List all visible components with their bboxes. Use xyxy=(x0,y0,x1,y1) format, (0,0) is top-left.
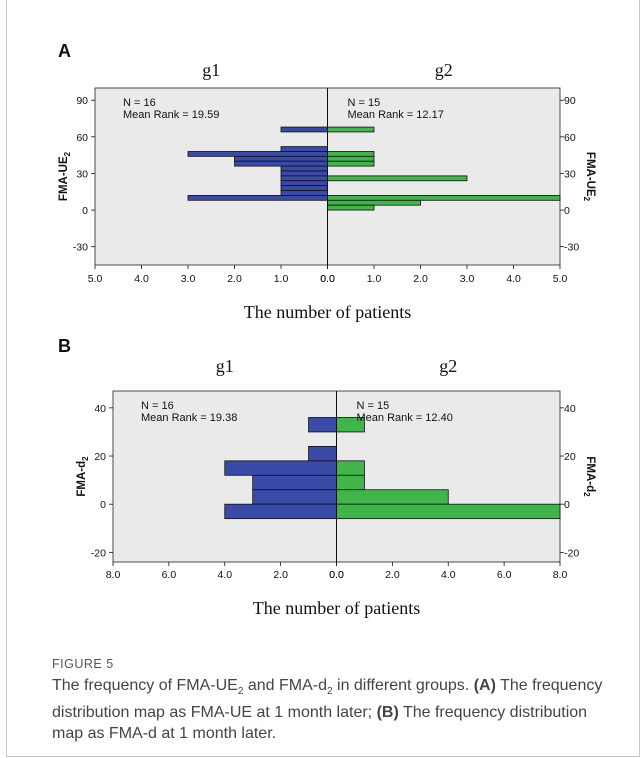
bar-g2 xyxy=(336,503,561,520)
bar-g1 xyxy=(252,489,337,505)
right-mean-rank: Mean Rank = 12.17 xyxy=(348,109,444,121)
bar-g1 xyxy=(280,190,328,196)
y-tick-label-left: 0 xyxy=(100,499,106,511)
x-tick-label-left: 8.0 xyxy=(106,569,121,581)
bar-g1 xyxy=(234,155,328,162)
bar-g1 xyxy=(308,445,337,462)
bar-g1 xyxy=(280,180,328,187)
y-tick-label-left: 30 xyxy=(76,168,88,180)
y-tick-label-right: 90 xyxy=(564,95,576,107)
y-tick-label-left: 0 xyxy=(82,205,88,217)
panel-label: B xyxy=(58,336,71,356)
y-axis-label-left: FMA-d2 xyxy=(76,456,90,497)
x-tick-label-right: 3.0 xyxy=(460,273,475,285)
figure-label: FIGURE 5 xyxy=(52,657,114,671)
right-n-label: N = 15 xyxy=(357,400,390,412)
x-tick-label-right: 4.0 xyxy=(441,569,456,581)
bar-g2 xyxy=(327,151,375,157)
y-tick-label-right: 40 xyxy=(564,403,576,415)
y-tick-label-left: 90 xyxy=(76,95,88,107)
x-tick-label-right: 6.0 xyxy=(497,569,512,581)
x-tick-label-left: 5.0 xyxy=(88,273,103,285)
y-tick-label-left: 40 xyxy=(94,403,106,415)
group-label-right: g2 xyxy=(435,60,453,80)
figure-frame xyxy=(6,0,640,757)
bar-g2 xyxy=(327,160,375,167)
y-axis-label-right: FMA-UE2 xyxy=(582,152,596,202)
bar-g1 xyxy=(224,460,337,476)
right-mean-rank: Mean Rank = 12.40 xyxy=(357,412,453,424)
x-tick-label-right: 0.0 xyxy=(329,569,344,581)
x-tick-label-right: 4.0 xyxy=(506,273,521,285)
bar-g1 xyxy=(280,170,328,177)
bar-g2 xyxy=(336,460,365,476)
x-tick-label-left: 4.0 xyxy=(217,569,232,581)
x-tick-label-right: 0.0 xyxy=(320,273,335,285)
x-tick-label-left: 4.0 xyxy=(134,273,149,285)
x-tick-label-left: 3.0 xyxy=(181,273,196,285)
y-axis-label-left: FMA-UE2 xyxy=(58,151,72,201)
y-tick-label-right: 0 xyxy=(564,205,570,217)
left-n-label: N = 16 xyxy=(123,97,156,109)
x-tick-label-left: 2.0 xyxy=(227,273,242,285)
x-tick-label-left: 0.0 xyxy=(329,569,344,581)
bar-g1 xyxy=(252,474,337,491)
x-tick-label-left: 0.0 xyxy=(320,273,335,285)
y-tick-label-left: -20 xyxy=(91,547,106,559)
figure-caption: FIGURE 5 The frequency of FMA-UE2 and FM… xyxy=(52,657,622,744)
left-n-label: N = 16 xyxy=(141,400,174,412)
bar-g1 xyxy=(280,146,328,152)
y-tick-label-right: -30 xyxy=(564,242,579,254)
x-tick-label-right: 2.0 xyxy=(385,569,400,581)
caption-text: The frequency of FMA-UE2 and FMA-d2 in d… xyxy=(52,677,603,743)
bar-g1 xyxy=(187,151,328,157)
y-tick-label-left: 20 xyxy=(94,451,106,463)
bar-g2 xyxy=(327,204,375,211)
bar-g2 xyxy=(327,195,561,201)
left-mean-rank: Mean Rank = 19.59 xyxy=(123,109,219,121)
x-tick-label-left: 6.0 xyxy=(162,569,177,581)
bar-g1 xyxy=(234,160,328,167)
y-tick-label-left: -30 xyxy=(73,242,88,254)
bar-g2 xyxy=(327,199,421,206)
y-tick-label-right: 30 xyxy=(564,168,576,180)
x-tick-label-right: 8.0 xyxy=(553,569,568,581)
bar-g2 xyxy=(336,489,449,505)
x-tick-label-right: 1.0 xyxy=(367,273,382,285)
panel-label: A xyxy=(58,41,71,61)
bar-g2 xyxy=(327,126,375,133)
bar-g2 xyxy=(336,474,365,491)
x-axis-label: The number of patients xyxy=(244,302,411,322)
group-label-left: g1 xyxy=(202,60,220,80)
right-n-label: N = 15 xyxy=(348,97,381,109)
x-tick-label-left: 2.0 xyxy=(273,569,288,581)
bar-g2 xyxy=(327,155,375,162)
x-tick-label-left: 1.0 xyxy=(274,273,289,285)
bar-g1 xyxy=(280,175,328,182)
left-mean-rank: Mean Rank = 19.38 xyxy=(141,412,237,424)
y-tick-label-right: 20 xyxy=(564,451,576,463)
y-axis-label-right: FMA-d2 xyxy=(582,456,596,497)
bar-g1 xyxy=(187,195,328,201)
x-tick-label-right: 2.0 xyxy=(413,273,428,285)
bar-g1 xyxy=(280,126,328,133)
x-axis-label: The number of patients xyxy=(253,598,420,618)
y-tick-label-right: 0 xyxy=(564,499,570,511)
bar-g2 xyxy=(327,175,468,182)
group-label-right: g2 xyxy=(439,356,457,376)
bar-g1 xyxy=(224,503,337,520)
y-tick-label-right: 60 xyxy=(564,132,576,144)
y-tick-label-left: 60 xyxy=(76,132,88,144)
x-tick-label-right: 5.0 xyxy=(553,273,568,285)
bar-g1 xyxy=(308,417,337,433)
bar-g1 xyxy=(280,165,328,172)
group-label-left: g1 xyxy=(216,356,234,376)
bar-g1 xyxy=(280,185,328,191)
y-tick-label-right: -20 xyxy=(564,547,579,559)
